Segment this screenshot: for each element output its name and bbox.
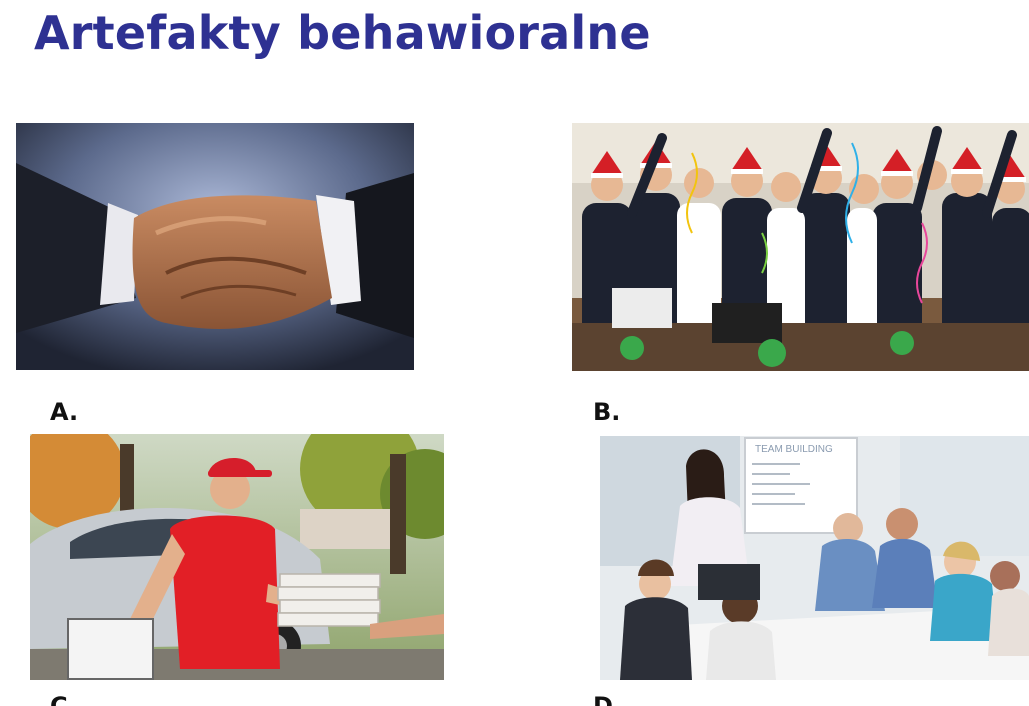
team-meeting-photo: TEAM BUILDING [600,436,1029,680]
pizza-delivery-photo [30,434,444,680]
panel-label-a: A. [50,398,79,426]
handshake-photo [16,123,414,370]
whiteboard-heading: TEAM BUILDING [755,444,833,455]
panel-label-b: B. [593,398,621,426]
slide-title: Artefakty behawioralne [34,6,651,60]
panel-label-d: D. [593,692,623,706]
office-christmas-party-photo [572,123,1029,371]
panel-label-c: C. [50,692,77,706]
